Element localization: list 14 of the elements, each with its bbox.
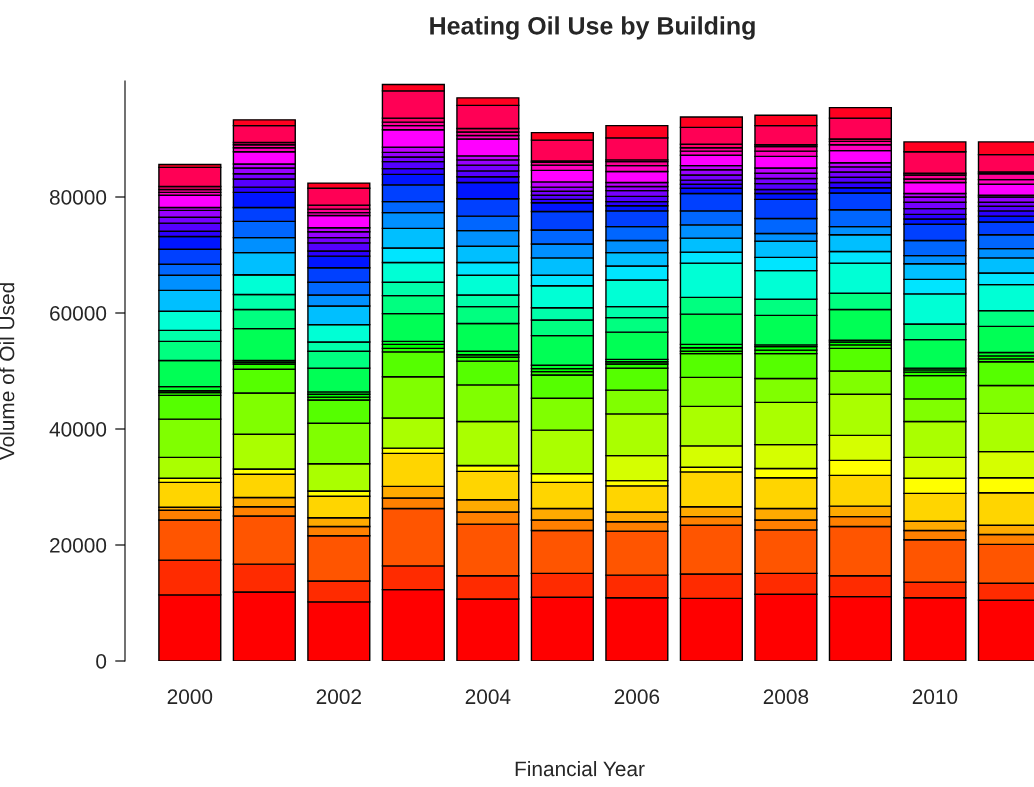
chart-title: Heating Oil Use by Building [430, 16, 755, 40]
x-tick-label: 2010 [912, 689, 958, 705]
y-tick-label: 0 [96, 654, 107, 669]
x-tick-label: 2000 [167, 689, 213, 705]
x-tick-label: 2002 [316, 689, 361, 705]
y-tick-label: 20000 [50, 538, 107, 553]
x-axis-title: Financial Year [515, 760, 645, 777]
y-tick-label: 60000 [50, 306, 107, 321]
y-tick-label: 80000 [49, 190, 107, 205]
x-tick-label: 2008 [763, 689, 809, 705]
y-tick-label: 40000 [49, 422, 107, 437]
y-axis-title: Volume of Oil Used [0, 283, 15, 461]
x-tick-label: 2006 [614, 689, 660, 705]
x-tick-label: 2004 [465, 689, 511, 705]
